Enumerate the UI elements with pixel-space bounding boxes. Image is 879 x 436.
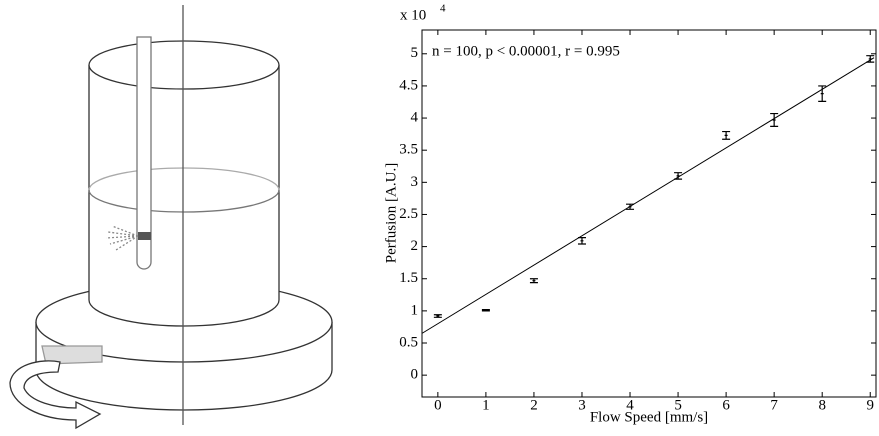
axes-box (421, 29, 877, 398)
y-tick-label: 3.5 (399, 142, 418, 158)
y-tick-label: 3 (411, 174, 419, 190)
y-tick-label: 4.5 (399, 77, 418, 93)
probe-tip (138, 232, 151, 240)
error-bar (433, 314, 442, 318)
y-tick-label: 2.5 (399, 206, 418, 222)
x-tick-label: 5 (674, 397, 682, 413)
x-tick-label: 1 (482, 397, 490, 413)
y-scale-exponent: 4 (440, 3, 446, 15)
error-bar (626, 203, 635, 210)
plot: n = 100, p < 0.00001, r = 0.995 Flow Spe… (383, 3, 877, 425)
y-tick-label: 0.5 (399, 334, 418, 350)
error-bar (818, 85, 827, 102)
x-axis-label: Flow Speed [mm/s] (590, 409, 708, 425)
error-bar (529, 278, 538, 284)
water-level-back (88, 167, 280, 191)
y-tick-label: 5 (411, 45, 419, 61)
apparatus-diagram (9, 5, 333, 430)
x-tick-label: 3 (578, 397, 586, 413)
light-rays (105, 225, 139, 251)
error-bar (722, 130, 731, 140)
cylinder-top (88, 40, 280, 90)
y-tick-label: 2 (411, 238, 419, 254)
cylinder-wall (88, 65, 280, 327)
annotation: n = 100, p < 0.00001, r = 0.995 (432, 43, 620, 59)
error-bar (770, 112, 779, 128)
error-bar (577, 237, 586, 245)
water-level-front (88, 189, 280, 213)
y-tick-label: 4 (411, 109, 419, 125)
error-bar (674, 172, 683, 180)
x-tick-label: 2 (530, 397, 538, 413)
y-axis-label: Perfusion [A.U.] (383, 163, 399, 263)
x-tick-label: 0 (434, 397, 442, 413)
x-tick-label: 9 (866, 397, 874, 413)
error-bar (866, 55, 875, 63)
y-tick-label: 0 (411, 367, 419, 383)
y-tick-label: 1.5 (399, 270, 418, 286)
rotation-arrow (9, 360, 102, 430)
x-tick-label: 4 (626, 397, 634, 413)
rotation-band (41, 345, 103, 365)
x-tick-label: 6 (722, 397, 730, 413)
y-tick-label: 1 (411, 302, 419, 318)
error-bar (481, 308, 490, 312)
x-tick-label: 7 (770, 397, 778, 413)
x-tick-label: 8 (818, 397, 826, 413)
fit-line (421, 57, 875, 334)
y-scale-text: x 10 (400, 7, 426, 23)
probe-tube (136, 36, 152, 270)
